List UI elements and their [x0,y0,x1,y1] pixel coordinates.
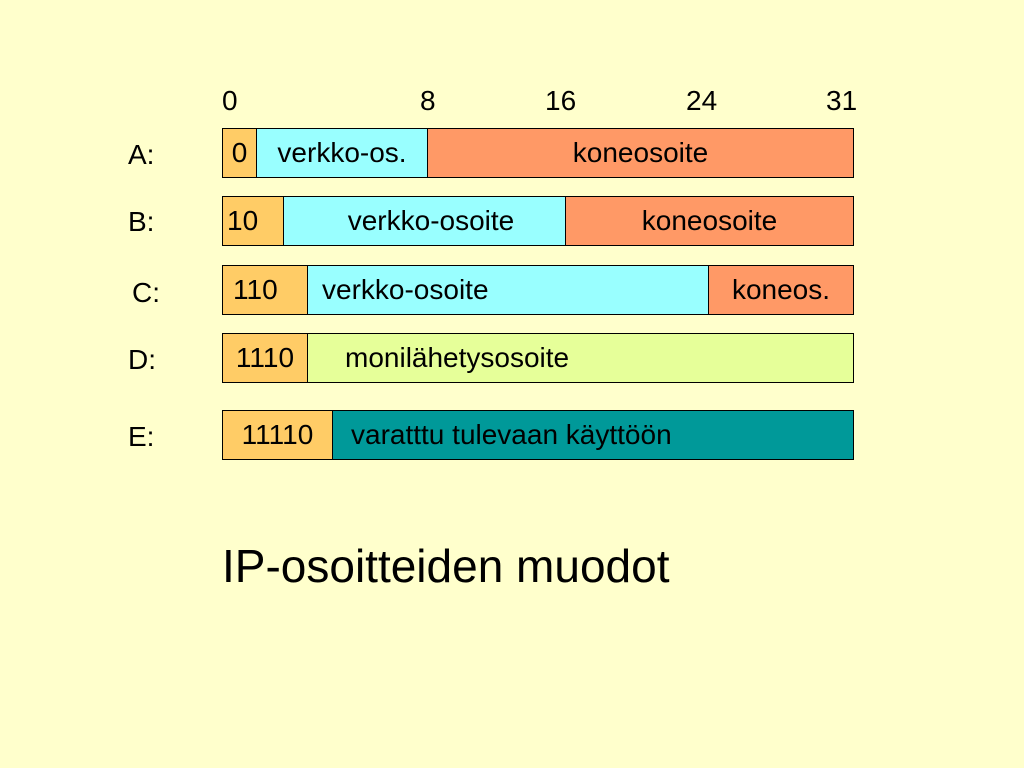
reserved-label: varatttu tulevaan käyttöön [351,419,672,450]
tick-label: 24 [686,85,718,116]
multicast-label: monilähetysosoite [345,342,570,373]
network-address-field: verkko-osoite [283,196,579,246]
class-prefix-field: 11110 [222,410,333,460]
prefix-bits: 10 [227,205,259,236]
tick-label: 16 [545,85,577,116]
class-prefix-field: 110 [222,265,308,315]
network-label: verkko-osoite [347,205,515,236]
host-address-field: koneosoite [427,128,854,178]
network-address-field: verkko-osoite [307,265,709,315]
multicast-address-field: monilähetysosoite [222,333,854,383]
tick-label: 0 [222,85,238,116]
class-label: D: [128,344,156,375]
network-address-field: verkko-os. [256,128,428,178]
class-label: E: [128,421,155,452]
class-label: B: [128,206,155,237]
host-label: koneosoite [641,205,778,236]
host-label: koneos. [731,274,831,305]
host-label: koneosoite [572,137,709,168]
network-label: verkko-osoite [322,274,489,305]
prefix-bits: 11110 [241,419,314,450]
prefix-bits: 110 [233,274,278,305]
prefix-bits: 0 [231,137,248,168]
class-label: C: [132,277,160,308]
class-prefix-field: 10 [222,196,284,246]
prefix-bits: 1110 [235,342,295,373]
tick-label: 31 [826,85,858,116]
class-label: A: [128,139,155,170]
host-address-field: koneos. [708,265,854,315]
class-prefix-field: 0 [222,128,257,178]
tick-label: 8 [420,85,436,116]
reserved-address-field: varatttu tulevaan käyttöön [332,410,854,460]
class-prefix-field: 1110 [222,333,308,383]
host-address-field: koneosoite [565,196,854,246]
network-label: verkko-os. [277,137,407,168]
slide-title: IP-osoitteiden muodot [222,540,670,592]
